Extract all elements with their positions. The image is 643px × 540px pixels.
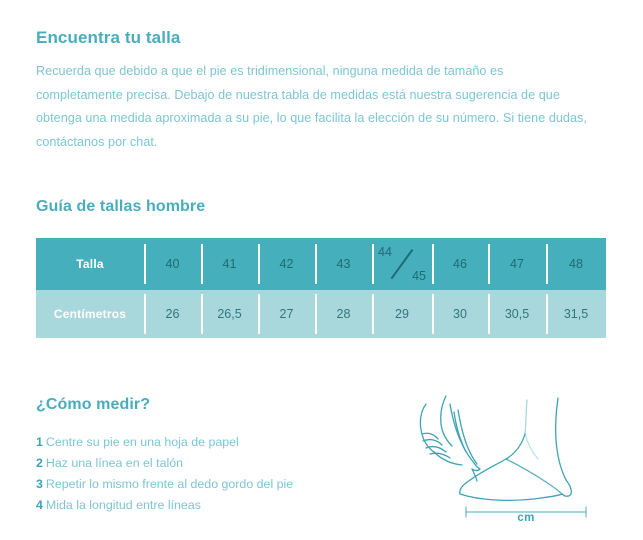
measurement-unit-label: cm xyxy=(517,512,535,524)
split-size-top: 44 xyxy=(378,245,392,259)
table-cell-size-41: 41 xyxy=(201,238,258,290)
table-cell-cm-3: 28 xyxy=(315,290,372,338)
sole-line xyxy=(459,493,563,502)
list-item: 1 Centre su pie en una hoja de papel xyxy=(36,432,396,453)
table-cell-cm-4: 29 xyxy=(372,290,432,338)
hand-back-line xyxy=(419,403,435,453)
foot-measure-illustration xyxy=(408,386,608,526)
table-row-talla: Talla 40 41 42 43 44 45 46 47 48 xyxy=(36,238,606,290)
step-number: 4 xyxy=(36,498,43,512)
table-row-label-talla: Talla xyxy=(36,238,144,290)
foot-arch-line xyxy=(505,458,563,495)
table-cell-cm-2: 27 xyxy=(258,290,315,338)
finger-curl-4 xyxy=(429,452,451,459)
table-cell-size-43: 43 xyxy=(315,238,372,290)
pencil-inner-line xyxy=(453,411,467,453)
list-item: 3 Repetir lo mismo frente al dedo gordo d… xyxy=(36,474,396,495)
list-item: 2 Haz una línea en el talón xyxy=(36,453,396,474)
table-cell-size-40: 40 xyxy=(144,238,201,290)
table-cell-size-42: 42 xyxy=(258,238,315,290)
table-cell-cm-5: 30 xyxy=(432,290,488,338)
toe-front-line xyxy=(459,482,467,495)
list-item: 4 Mida la longitud entre líneas xyxy=(36,495,396,516)
step-number: 1 xyxy=(36,435,43,449)
table-cell-cm-6: 30,5 xyxy=(488,290,546,338)
split-size-cell: 44 45 xyxy=(376,244,428,284)
table-row-centimetros: Centímetros 26 26,5 27 28 29 30 30,5 31,… xyxy=(36,290,606,338)
step-text: Repetir lo mismo frente al dedo gordo de… xyxy=(45,477,294,491)
index-finger-line xyxy=(440,395,453,447)
palm-lower-line xyxy=(433,451,463,466)
size-guide-title: Guía de tallas hombre xyxy=(36,198,206,215)
shin-front-line xyxy=(524,399,528,435)
step-text: Centre su pie en una hoja de papel xyxy=(45,435,239,449)
pencil-edge-right xyxy=(457,409,478,465)
table-cell-size-48: 48 xyxy=(546,238,606,290)
pencil-tip xyxy=(471,462,481,472)
size-chart-table: Talla 40 41 42 43 44 45 46 47 48 Centíme… xyxy=(36,238,606,338)
split-size-bottom: 45 xyxy=(412,269,426,283)
intro-paragraph: Recuerda que debido a que el pie es trid… xyxy=(36,64,587,149)
table-cell-size-46: 46 xyxy=(432,238,488,290)
pencil-contact-mark xyxy=(471,468,478,482)
heel-line xyxy=(561,479,572,497)
step-text: Mida la longitud entre líneas xyxy=(45,498,201,512)
table-cell-size-47: 47 xyxy=(488,238,546,290)
table-row-label-centimetros: Centímetros xyxy=(36,290,144,338)
step-number: 2 xyxy=(36,456,43,470)
finger-curl-2 xyxy=(422,438,443,446)
step-number: 3 xyxy=(36,477,43,491)
how-to-measure-title: ¿Cómo medir? xyxy=(36,396,151,413)
step-text: Haz una línea en el talón xyxy=(45,456,183,470)
table-cell-cm-7: 31,5 xyxy=(546,290,606,338)
table-cell-cm-1: 26,5 xyxy=(201,290,258,338)
finger-curl-3 xyxy=(425,445,447,453)
finger-curl-1 xyxy=(421,432,439,440)
intro-title: Encuentra tu talla xyxy=(36,28,181,47)
inner-ankle-line xyxy=(524,433,539,460)
measure-steps-list: 1 Centre su pie en una hoja de papel 2 Haz… xyxy=(36,432,396,516)
table-cell-size-44-45: 44 45 xyxy=(372,238,432,290)
ankle-back-line xyxy=(554,397,567,481)
table-cell-cm-0: 26 xyxy=(144,290,201,338)
